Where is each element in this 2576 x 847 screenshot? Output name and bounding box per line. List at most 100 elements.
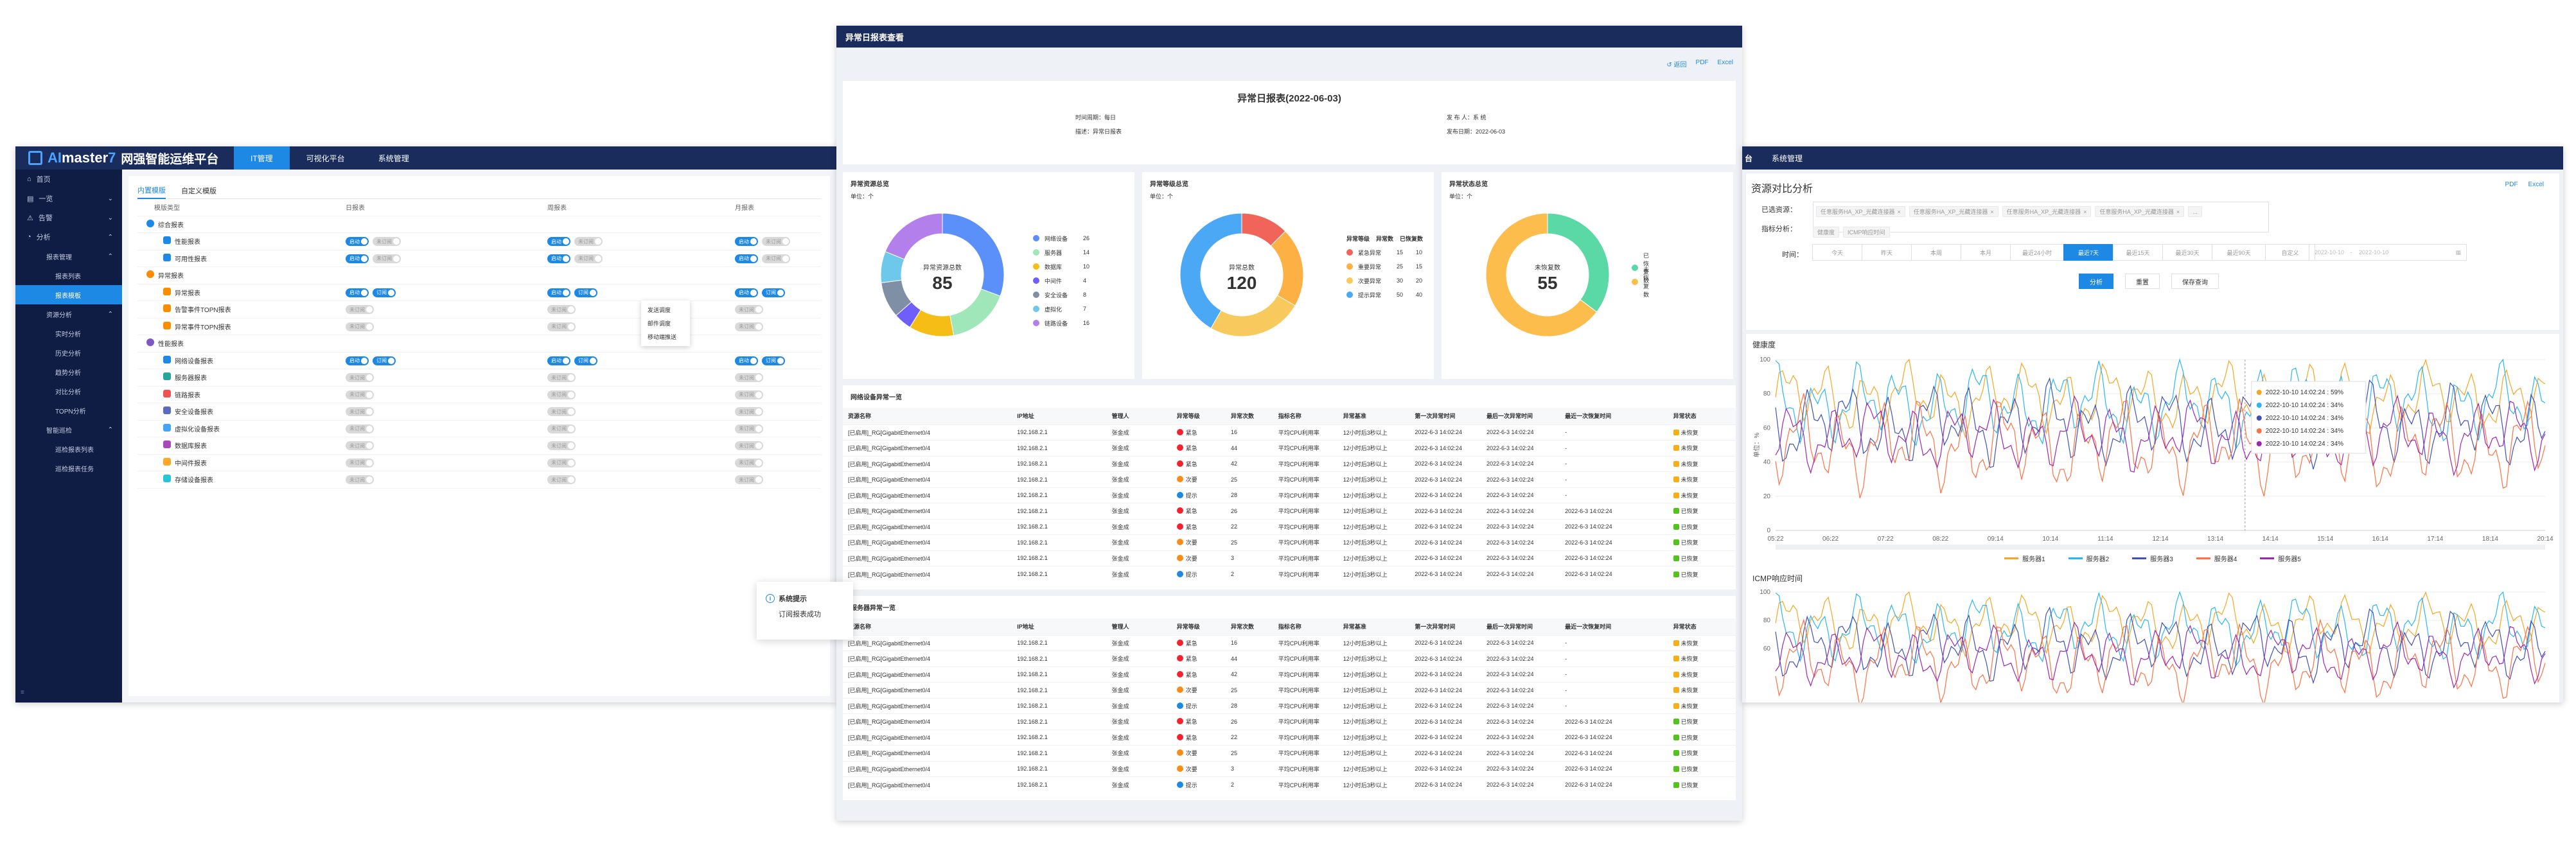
subscribe-toggle[interactable]: 未订阅 [346,322,374,331]
table-row[interactable]: [已启用]_RG[GigabitEthernet0/4 192.168.2.1 张金… [843,566,1736,582]
subscribe-toggle[interactable]: 未订阅 [735,322,763,331]
table-row[interactable]: [已启用]_RG[GigabitEthernet0/4 192.168.2.1 张金… [843,745,1736,761]
subscribe-toggle[interactable]: 未订阅 [574,237,603,246]
subscribe-toggle[interactable]: 订阅 [373,288,396,297]
nav-tab-system[interactable]: 系统管理 [378,153,409,163]
sidebar-item[interactable]: 报表模板 [15,285,122,304]
legend-item[interactable]: 服务器1 [2004,554,2045,563]
subscribe-toggle[interactable]: 未订阅 [547,322,576,331]
enable-toggle[interactable]: 启动 [735,288,758,297]
time-range-button[interactable]: 本月 [1961,244,2011,261]
time-range-button[interactable]: 昨天 [1862,244,1912,261]
table-row[interactable]: [已启用]_RG[GigabitEthernet0/4 192.168.2.1 张金… [843,534,1736,550]
legend-entry[interactable]: 未恢复数 [1632,266,1649,298]
table-row[interactable]: [已启用]_RG[GigabitEthernet0/4 192.168.2.1 张金… [843,503,1736,519]
tab-custom[interactable]: 自定义模版 [181,187,216,195]
nav-tab-it[interactable]: IT管理 [234,146,290,170]
subscribe-toggle[interactable]: 未订阅 [735,458,763,467]
subscribe-toggle[interactable]: 未订阅 [547,458,576,467]
legend-item[interactable]: 服务器2 [2068,554,2109,563]
table-row[interactable]: [已启用]_RG[GigabitEthernet0/4 192.168.2.1 张金… [843,697,1736,714]
time-range-button[interactable]: 最近15天 [2113,244,2163,261]
sidebar-item[interactable]: ⚠ 告警 ⌄ [15,208,122,227]
subscribe-toggle[interactable]: 订阅 [762,356,785,365]
resource-chip[interactable]: 任意服务HA_XP_光藏连接器 × [1909,206,1998,217]
sidebar-item[interactable]: ⌂ 首页 [15,170,122,189]
nav-tab-visual[interactable]: 可视化平台 [306,153,345,163]
subscribe-toggle[interactable]: 未订阅 [373,237,401,246]
menu-item-email[interactable]: 邮件调度 [648,320,671,327]
subscribe-toggle[interactable]: 未订阅 [735,390,763,399]
legend-entry[interactable]: 已恢复数 [1632,252,1649,284]
enable-toggle[interactable]: 启动 [547,237,570,246]
subscribe-toggle[interactable]: 未订阅 [574,254,603,263]
sidebar-item[interactable]: 趋势分析 [15,362,122,381]
enable-toggle[interactable]: 启动 [735,356,758,365]
time-range-button[interactable]: 最近90天 [2212,244,2266,261]
time-range-button[interactable]: 今天 [1812,244,1862,261]
enable-toggle[interactable]: 启动 [346,237,369,246]
time-range-button[interactable]: 最近7天 [2063,244,2113,261]
enable-toggle[interactable]: 启动 [346,254,369,263]
subscribe-toggle[interactable]: 订阅 [574,288,597,297]
table-row[interactable]: [已启用]_RG[GigabitEthernet0/4 192.168.2.1 张金… [843,440,1736,456]
metric-chip[interactable]: ICMP响应时间 [1843,227,1890,238]
subscribe-toggle[interactable]: 未订阅 [735,407,763,416]
tab-builtin[interactable]: 内置模版 [137,182,166,199]
table-row[interactable]: [已启用]_RG[GigabitEthernet0/4 192.168.2.1 张金… [843,518,1736,535]
pdf-button[interactable]: PDF [2505,181,2518,188]
nav-tab-system[interactable]: 系统管理 [1772,153,1803,163]
table-row[interactable]: [已启用]_RG[GigabitEthernet0/4 192.168.2.1 张金… [843,760,1736,777]
zoom-slider[interactable] [1776,545,2545,550]
subscribe-toggle[interactable]: 未订阅 [346,441,374,450]
reset-button[interactable]: 重置 [2125,274,2160,289]
enable-toggle[interactable]: 启动 [547,288,570,297]
enable-toggle[interactable]: 启动 [547,356,570,365]
subscribe-toggle[interactable]: 未订阅 [547,407,576,416]
sidebar-item[interactable]: 巡检报表列表 [15,439,122,458]
save-query-button[interactable]: 保存查询 [2171,274,2219,289]
enable-toggle[interactable]: 启动 [735,254,758,263]
subscribe-toggle[interactable]: 订阅 [574,356,597,365]
excel-button[interactable]: Excel [1717,59,1733,66]
table-row[interactable]: [已启用]_RG[GigabitEthernet0/4 192.168.2.1 张金… [843,729,1736,746]
sidebar-item[interactable]: ▤ 一览 ⌄ [15,189,122,208]
table-row[interactable]: [已启用]_RG[GigabitEthernet0/4 192.168.2.1 张金… [843,713,1736,729]
legend-item[interactable]: 服务器4 [2196,554,2237,563]
subscribe-toggle[interactable]: 未订阅 [547,475,576,484]
back-button[interactable]: ↺ 返回 [1666,62,1687,69]
subscribe-toggle[interactable]: 未订阅 [735,373,763,382]
resource-chip[interactable]: ... [2188,206,2202,217]
subscribe-toggle[interactable]: 未订阅 [735,475,763,484]
sidebar-item[interactable]: 历史分析 [15,343,122,362]
table-row[interactable]: [已启用]_RG[GigabitEthernet0/4 192.168.2.1 张金… [843,487,1736,503]
subscribe-toggle[interactable]: 未订阅 [346,475,374,484]
metric-chip[interactable]: 健康度 [1813,227,1840,238]
legend-entry[interactable]: 数据库 10 [1033,259,1102,274]
sidebar-item[interactable]: 巡检报表任务 [15,458,122,478]
resource-chip[interactable]: 任意服务HA_XP_光藏连接器 × [2095,206,2185,217]
subscribe-toggle[interactable]: 未订阅 [735,424,763,433]
close-icon[interactable]: × [1897,209,1901,215]
close-icon[interactable]: × [2176,209,2180,215]
subscribe-toggle[interactable]: 未订阅 [346,390,374,399]
legend-entry[interactable]: 网络设备 26 [1033,231,1102,245]
table-row[interactable]: [已启用]_RG[GigabitEthernet0/4 192.168.2.1 张金… [843,666,1736,683]
menu-item-schedule[interactable]: 发送调度 [648,307,671,313]
selected-resources[interactable]: 任意服务HA_XP_光藏连接器 × 任意服务HA_XP_光藏连接器 × 任意服务HA_X… [1813,202,2269,232]
legend-entry[interactable]: 次要异常 30 20 [1346,274,1423,288]
nav-tab-partial[interactable]: 台 [1745,153,1753,163]
table-row[interactable]: [已启用]_RG[GigabitEthernet0/4 192.168.2.1 张金… [843,634,1736,651]
time-range-button[interactable]: 最近30天 [2162,244,2212,261]
legend-item[interactable]: 服务器3 [2132,554,2173,563]
subscribe-toggle[interactable]: 未订阅 [547,373,576,382]
resource-chip[interactable]: 任意服务HA_XP_光藏连接器 × [1816,206,1905,217]
resource-chip[interactable]: 任意服务HA_XP_光藏连接器 × [2002,206,2092,217]
legend-item[interactable]: 服务器5 [2260,554,2301,563]
excel-button[interactable]: Excel [2528,181,2544,188]
legend-entry[interactable]: 提示异常 50 40 [1346,288,1423,302]
table-row[interactable]: [已启用]_RG[GigabitEthernet0/4 192.168.2.1 张金… [843,424,1736,441]
sidebar-item[interactable]: ◔ 分析 ⌃ [15,227,122,247]
enable-toggle[interactable]: 启动 [735,237,758,246]
subscribe-toggle[interactable]: 订阅 [762,288,785,297]
